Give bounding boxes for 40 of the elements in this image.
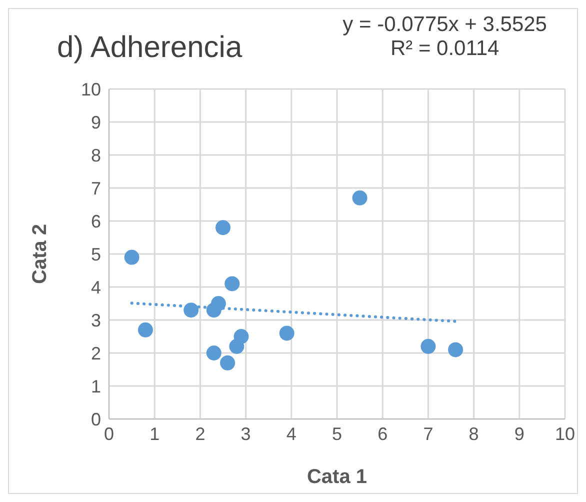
point — [420, 338, 436, 354]
point — [352, 190, 368, 206]
x-tick-label: 1 — [150, 424, 160, 444]
point — [216, 220, 230, 236]
x-tick-label: 7 — [423, 424, 434, 444]
y-tick-label: 4 — [90, 277, 101, 298]
point — [184, 302, 199, 318]
y-tick-label: 0 — [90, 409, 101, 430]
point — [138, 322, 153, 338]
x-tick-label: 4 — [286, 424, 296, 444]
y-tick-label: 1 — [90, 376, 101, 396]
point — [220, 355, 236, 370]
point — [448, 342, 464, 358]
x-tick-label: 6 — [378, 424, 388, 444]
point — [124, 250, 140, 265]
x-tick-label: 10 — [554, 424, 576, 444]
x-tick-label: 5 — [332, 424, 342, 444]
x-tick-label: 0 — [104, 424, 114, 444]
x-tick-label: 8 — [468, 424, 479, 444]
y-tick-label: 2 — [90, 343, 101, 364]
y-tick-label: 6 — [90, 211, 101, 232]
y-tick-label: 3 — [90, 310, 101, 330]
y-tick-label: 9 — [90, 112, 101, 132]
y-tick-label: 5 — [90, 244, 101, 264]
point — [224, 276, 240, 292]
y-tick-label: 10 — [80, 79, 101, 100]
point — [206, 346, 222, 360]
x-axis-title: Cata 1 — [306, 466, 368, 488]
point — [279, 326, 294, 341]
x-tick-label: 2 — [195, 424, 206, 444]
y-tick-label: 7 — [90, 178, 101, 198]
chart-title: d) Adherencia — [57, 31, 242, 65]
y-tick-label: 8 — [90, 145, 101, 166]
x-tick-label: 3 — [240, 424, 251, 444]
text: R² = 0.0114 — [389, 37, 500, 61]
x-tick-label: 9 — [514, 424, 524, 444]
text: y = -0.0775x + 3.5525 — [342, 13, 547, 37]
point — [234, 329, 249, 344]
point — [210, 296, 226, 311]
y-axis-title: Cata 2 — [29, 224, 52, 284]
